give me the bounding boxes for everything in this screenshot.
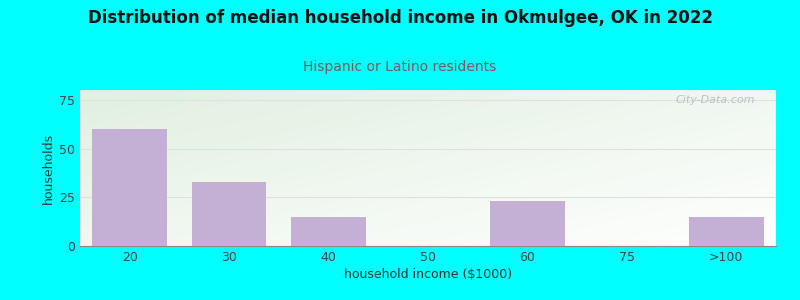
X-axis label: household income ($1000): household income ($1000) bbox=[344, 268, 512, 281]
Bar bbox=[490, 201, 565, 246]
Text: Hispanic or Latino residents: Hispanic or Latino residents bbox=[303, 60, 497, 74]
Bar bbox=[291, 217, 366, 246]
Bar bbox=[93, 129, 167, 246]
Text: City-Data.com: City-Data.com bbox=[676, 95, 755, 105]
Text: Distribution of median household income in Okmulgee, OK in 2022: Distribution of median household income … bbox=[87, 9, 713, 27]
Bar bbox=[192, 182, 266, 246]
Y-axis label: households: households bbox=[42, 132, 55, 204]
Bar bbox=[689, 217, 763, 246]
